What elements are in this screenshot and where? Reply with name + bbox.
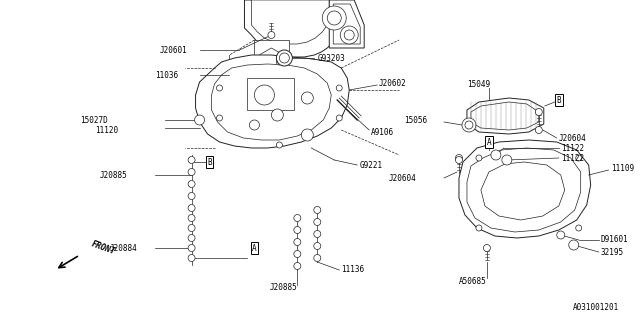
Circle shape: [188, 235, 195, 242]
Circle shape: [188, 204, 195, 212]
Circle shape: [327, 11, 341, 25]
Circle shape: [276, 59, 282, 65]
Text: 11122: 11122: [561, 154, 584, 163]
Circle shape: [323, 6, 346, 30]
Text: 15027D: 15027D: [80, 116, 108, 124]
Circle shape: [502, 155, 512, 165]
Circle shape: [250, 120, 259, 130]
Circle shape: [314, 219, 321, 226]
Text: 11122: 11122: [561, 143, 584, 153]
Text: A9106: A9106: [371, 127, 394, 137]
Polygon shape: [255, 40, 289, 72]
Circle shape: [188, 180, 195, 188]
Circle shape: [314, 206, 321, 213]
Circle shape: [188, 225, 195, 231]
Text: 11036: 11036: [155, 70, 178, 79]
Polygon shape: [467, 98, 544, 134]
Circle shape: [314, 230, 321, 237]
Circle shape: [280, 53, 289, 63]
Circle shape: [344, 30, 354, 40]
Circle shape: [476, 225, 482, 231]
Circle shape: [491, 150, 501, 160]
Text: J20885: J20885: [100, 171, 127, 180]
Circle shape: [465, 121, 473, 129]
Text: 11109: 11109: [611, 164, 634, 172]
Polygon shape: [212, 64, 332, 140]
Text: 15056: 15056: [404, 116, 428, 124]
Circle shape: [301, 129, 314, 141]
Circle shape: [216, 85, 223, 91]
Polygon shape: [467, 148, 580, 232]
Circle shape: [576, 225, 582, 231]
Text: A031001201: A031001201: [572, 303, 619, 312]
Polygon shape: [196, 55, 349, 148]
Circle shape: [340, 26, 358, 44]
Circle shape: [535, 126, 542, 133]
Text: J20604: J20604: [389, 173, 417, 182]
Polygon shape: [333, 4, 360, 44]
Circle shape: [188, 214, 195, 221]
Circle shape: [314, 243, 321, 250]
Polygon shape: [248, 78, 294, 110]
Circle shape: [188, 193, 195, 199]
Circle shape: [569, 240, 579, 250]
Text: A: A: [252, 244, 257, 252]
Text: G9221: G9221: [359, 161, 382, 170]
Text: B: B: [556, 95, 561, 105]
Circle shape: [294, 262, 301, 269]
Text: G93203: G93203: [317, 53, 345, 62]
Circle shape: [294, 227, 301, 234]
Circle shape: [576, 155, 582, 161]
Circle shape: [188, 244, 195, 252]
Circle shape: [483, 244, 490, 252]
Circle shape: [314, 254, 321, 261]
Circle shape: [557, 231, 564, 239]
Text: J20885: J20885: [269, 283, 297, 292]
Circle shape: [336, 85, 342, 91]
Circle shape: [271, 109, 284, 121]
Polygon shape: [257, 48, 285, 64]
Circle shape: [216, 115, 223, 121]
Circle shape: [336, 115, 342, 121]
Polygon shape: [329, 0, 364, 48]
Text: J20604: J20604: [559, 133, 586, 142]
Circle shape: [195, 115, 205, 125]
Circle shape: [294, 238, 301, 245]
Text: 11120: 11120: [95, 125, 118, 134]
Text: FRONT: FRONT: [90, 239, 116, 257]
Circle shape: [301, 92, 314, 104]
Polygon shape: [252, 0, 329, 44]
Circle shape: [462, 118, 476, 132]
Circle shape: [456, 156, 463, 164]
Circle shape: [188, 169, 195, 175]
Circle shape: [255, 85, 275, 105]
Text: B: B: [207, 157, 212, 166]
Circle shape: [188, 156, 195, 164]
Circle shape: [294, 251, 301, 258]
Polygon shape: [244, 0, 341, 57]
Text: J20884: J20884: [109, 244, 138, 252]
Circle shape: [476, 155, 482, 161]
Polygon shape: [481, 162, 564, 220]
Circle shape: [268, 31, 275, 38]
Circle shape: [276, 50, 292, 66]
Text: J20602: J20602: [379, 78, 407, 87]
Text: 11136: 11136: [341, 266, 364, 275]
Polygon shape: [459, 140, 591, 238]
Circle shape: [188, 254, 195, 261]
Text: A50685: A50685: [459, 277, 487, 286]
Text: A: A: [486, 138, 492, 147]
Text: J20601: J20601: [159, 45, 188, 54]
Circle shape: [294, 214, 301, 221]
Circle shape: [535, 108, 542, 116]
Circle shape: [456, 155, 463, 162]
Text: D91601: D91601: [601, 235, 628, 244]
Circle shape: [276, 142, 282, 148]
Text: 32195: 32195: [601, 247, 624, 257]
Polygon shape: [471, 102, 539, 130]
Text: 15049: 15049: [467, 79, 490, 89]
